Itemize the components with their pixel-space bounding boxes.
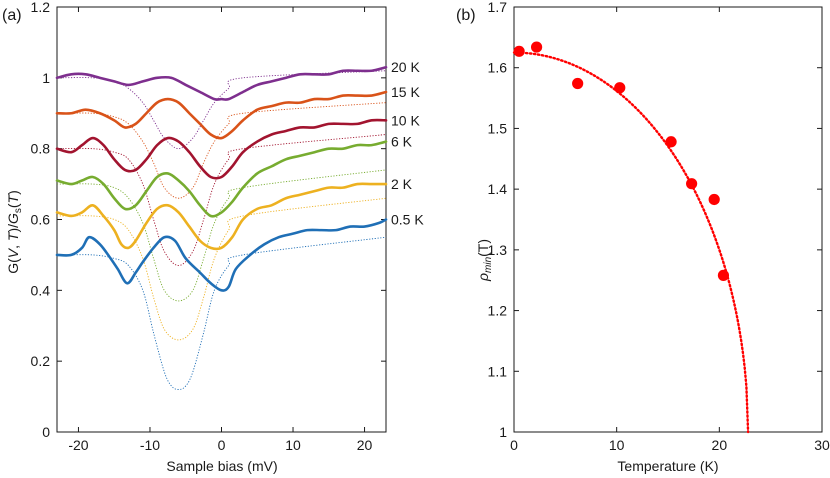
data-point-7	[708, 193, 720, 206]
ylabel-a-g2: G	[5, 213, 21, 224]
panel-b-x-tick-label: 0	[510, 437, 518, 453]
ylabel-b-arg: (T)	[475, 239, 491, 257]
panel-b-x-tick-label: 10	[609, 437, 625, 453]
panel-a-y-tick-label: 0.4	[31, 282, 51, 298]
panel-a-x-tick-label: 10	[285, 437, 301, 453]
rho-fit-curve	[512, 51, 750, 434]
ylabel-b-rho: ρ	[475, 273, 491, 282]
temperature-label-6K: 6 K	[391, 134, 413, 150]
temperature-label-05K: 0.5 K	[391, 212, 424, 228]
panel-b-y-tick-label: 1.1	[488, 363, 508, 379]
temperature-label-10K: 10 K	[391, 112, 420, 128]
fit-curve-10K	[56, 134, 387, 266]
panel-a-x-tick-label: 0	[218, 437, 226, 453]
series-line-15K	[55, 90, 388, 140]
panel-b-y-tick-label: 1	[499, 424, 507, 440]
panel-b-y-tick-label: 1.3	[488, 242, 508, 258]
panel-b-plot-frame	[513, 6, 823, 433]
panel-a-y-tick-label: 0.6	[31, 212, 51, 228]
panel-b-y-tick-label: 1.6	[488, 60, 508, 76]
panel-a-y-tick-label: 1.2	[31, 0, 51, 15]
data-point-5	[665, 136, 677, 148]
fit-curve-05K	[56, 236, 387, 390]
panel-b-y-axis-label: ρmin(T)	[475, 239, 494, 282]
data-point-8	[717, 269, 730, 281]
panel-a: -20 -10 0 10 20 0 0.2 0.4 0.6 0.8 1 1.2 20 K 15 K 10 K…	[31, 0, 425, 453]
series-line-05K	[55, 218, 388, 292]
temperature-label-20K: 20 K	[391, 59, 420, 75]
ylabel-a-close: )	[5, 190, 21, 195]
data-point-2	[530, 41, 543, 53]
temperature-label-15K: 15 K	[391, 84, 420, 100]
panel-b-x-tick-label: 20	[712, 437, 728, 453]
series-line-20K	[55, 65, 388, 101]
panel-a-y-tick-label: 0.8	[31, 141, 51, 157]
ylabel-a-mid: )/	[5, 224, 21, 233]
fit-curve-6K	[56, 169, 387, 302]
ylabel-a-sub: s	[13, 208, 24, 213]
panel-a-label: (a)	[2, 7, 22, 24]
series-line-10K	[55, 118, 388, 180]
series-line-6K	[55, 140, 388, 218]
ylabel-a-t2: T	[5, 193, 21, 203]
panel-b-x-axis-label: Temperature (K)	[617, 458, 718, 474]
series-line-2K	[55, 182, 388, 251]
ylabel-a-g: G(	[5, 258, 21, 274]
ylabel-b-sub: min	[483, 256, 494, 273]
data-point-1	[513, 45, 525, 57]
panel-a-x-tick-label: -20	[68, 437, 88, 453]
ylabel-a-t1: T	[5, 231, 21, 241]
data-point-4	[614, 82, 626, 94]
panel-a-x-tick-label: -10	[140, 437, 160, 453]
panel-b-y-tick-label: 1.5	[488, 120, 508, 136]
panel-a-y-tick-label: 0	[42, 424, 50, 440]
panel-a-x-tick-label: 20	[357, 437, 373, 453]
panel-a-x-axis-label: Sample bias (mV)	[166, 458, 277, 474]
panel-b-y-tick-label: 1.2	[488, 303, 508, 319]
ylabel-a-comma: ,	[5, 241, 21, 249]
panel-a-y-tick-label: 1	[42, 70, 50, 86]
panel-b-y-tick-label: 1.7	[488, 0, 508, 15]
fit-curve-2K	[56, 197, 387, 341]
ylabel-a-v: V	[5, 247, 21, 258]
data-point-3	[572, 77, 584, 90]
panel-a-y-tick-label: 0.2	[31, 353, 51, 369]
panel-b-x-tick-label: 30	[814, 437, 830, 453]
panel-b-label: (b)	[456, 7, 476, 24]
temperature-label-2K: 2 K	[391, 176, 413, 192]
panel-b: 0 10 20 30 1 1.1 1.2 1.3 1.4 1.5 1.6 1.7	[488, 0, 830, 453]
ylabel-a-open: (	[5, 203, 21, 208]
panel-b-y-tick-label: 1.4	[488, 181, 508, 197]
panel-a-y-axis-label: G(V, T)/Gs(T)	[5, 190, 24, 274]
data-point-6	[686, 178, 698, 190]
